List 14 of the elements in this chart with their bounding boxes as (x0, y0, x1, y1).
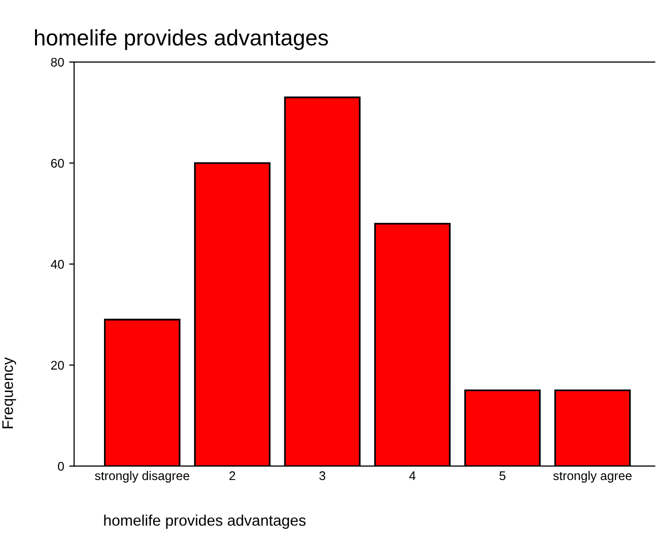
y-tick-label: 40 (50, 260, 64, 269)
y-tick-label: 80 (51, 58, 64, 67)
x-tick-label: 3 (319, 471, 326, 480)
x-tick-label: strongly agree (553, 470, 632, 483)
x-tick-label: 5 (500, 471, 506, 480)
y-tick-label: 0 (58, 462, 64, 471)
y-tick-label: 60 (51, 158, 64, 168)
x-axis-title: homelife provides advantages (104, 514, 306, 529)
chart-title: homelife provides advantages (35, 29, 328, 50)
x-tick-label: 4 (409, 471, 416, 480)
y-tick-label: 20 (51, 360, 64, 370)
x-tick-label: strongly disagree (94, 470, 190, 483)
x-tick-label: 2 (229, 471, 236, 480)
y-axis-title: Frequency (2, 357, 16, 428)
